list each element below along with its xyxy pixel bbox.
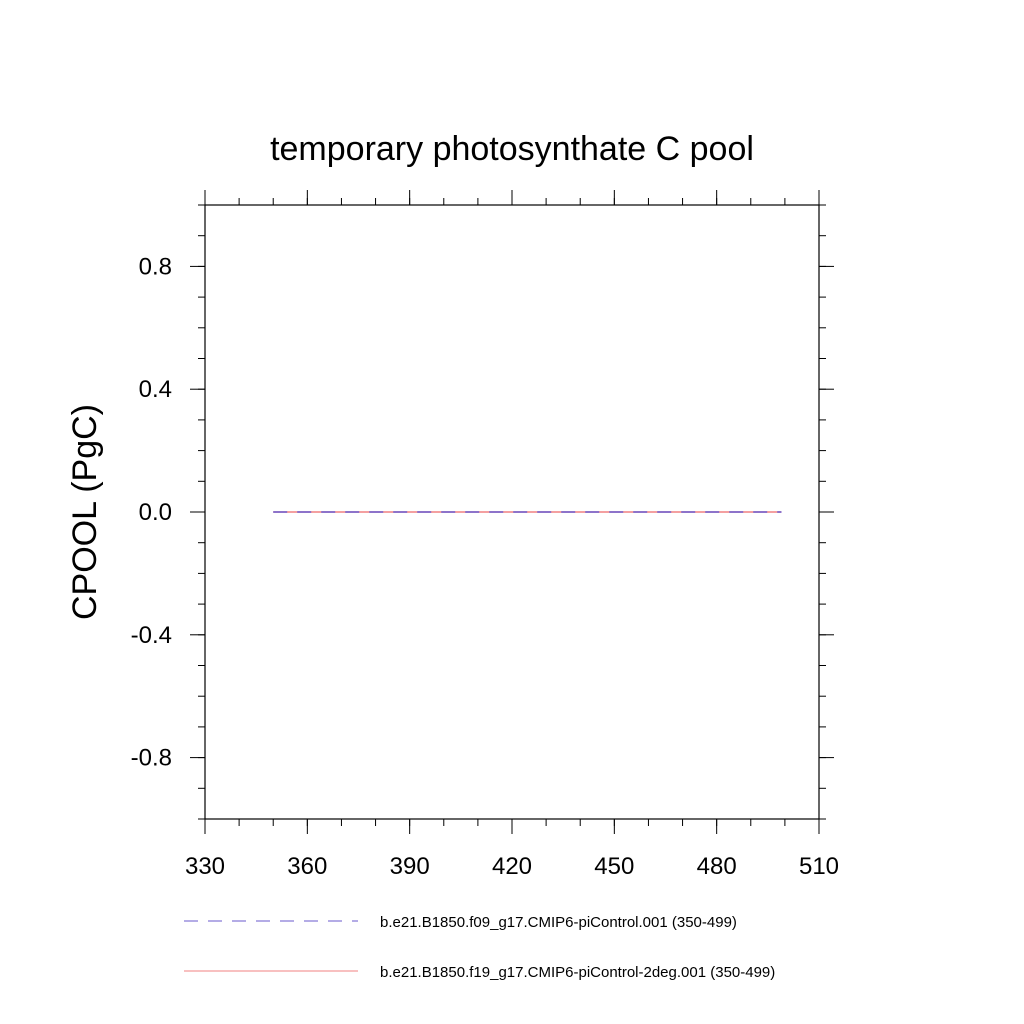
x-tick-label: 390 bbox=[390, 853, 430, 880]
x-tick-label: 420 bbox=[492, 853, 532, 880]
legend: b.e21.B1850.f09_g17.CMIP6-piControl.001 … bbox=[184, 914, 775, 981]
legend-label: b.e21.B1850.f19_g17.CMIP6-piControl-2deg… bbox=[380, 964, 775, 981]
y-tick-label: -0.8 bbox=[131, 745, 172, 772]
chart-title: temporary photosynthate C pool bbox=[270, 130, 754, 168]
y-axis-label: CPOOL (PgC) bbox=[66, 404, 104, 620]
legend-label: b.e21.B1850.f09_g17.CMIP6-piControl.001 … bbox=[380, 914, 737, 931]
x-tick-label: 450 bbox=[594, 853, 634, 880]
y-tick-label: 0.4 bbox=[139, 376, 172, 403]
ticks-layer: 330 360 390 420 450 480 510 -0.8 -0.4 0.0 0.4 0.8 bbox=[131, 190, 839, 880]
y-tick-label: 0.8 bbox=[139, 253, 172, 280]
y-tick-label: 0.0 bbox=[139, 499, 172, 526]
y-tick-label: -0.4 bbox=[131, 622, 172, 649]
x-tick-label: 510 bbox=[799, 853, 839, 880]
x-tick-label: 360 bbox=[287, 853, 327, 880]
x-tick-label: 330 bbox=[185, 853, 225, 880]
x-tick-label: 480 bbox=[697, 853, 737, 880]
